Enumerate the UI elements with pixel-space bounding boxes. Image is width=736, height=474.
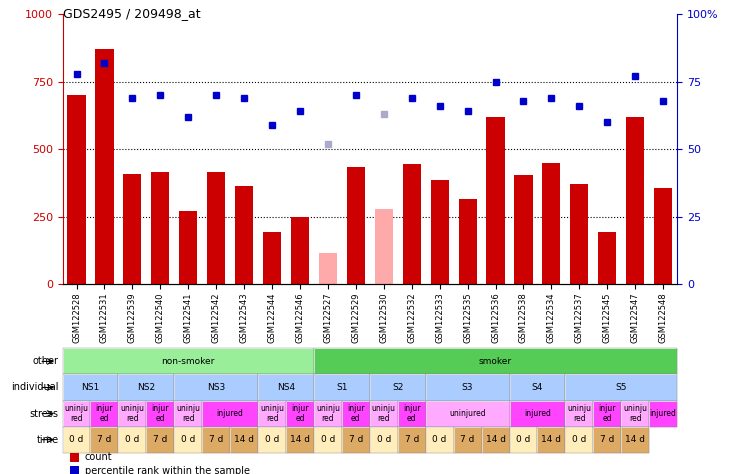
Text: smoker: smoker: [479, 357, 512, 366]
Text: 14 d: 14 d: [625, 435, 645, 444]
Text: injur
ed: injur ed: [598, 404, 616, 423]
Text: uninju
red: uninju red: [176, 404, 200, 423]
Text: uninju
red: uninju red: [121, 404, 144, 423]
Text: 0 d: 0 d: [516, 435, 531, 444]
Text: 14 d: 14 d: [290, 435, 310, 444]
Text: NS3: NS3: [207, 383, 225, 392]
Text: individual: individual: [11, 383, 59, 392]
Text: injured: injured: [216, 409, 244, 418]
Text: percentile rank within the sample: percentile rank within the sample: [85, 465, 250, 474]
Bar: [124, 173, 141, 284]
Bar: [96, 49, 113, 284]
Text: S2: S2: [392, 383, 403, 392]
Text: other: other: [33, 356, 59, 366]
Text: NS1: NS1: [82, 383, 99, 392]
Text: uninju
red: uninju red: [372, 404, 396, 423]
Bar: [486, 117, 505, 284]
Bar: [207, 172, 225, 284]
Bar: [347, 167, 365, 284]
Bar: [319, 253, 337, 284]
Text: time: time: [37, 435, 59, 445]
Bar: [570, 184, 588, 284]
Text: injur
ed: injur ed: [96, 404, 113, 423]
Text: injur
ed: injur ed: [403, 404, 420, 423]
Text: uninju
red: uninju red: [65, 404, 88, 423]
Text: 7 d: 7 d: [209, 435, 224, 444]
Text: injured: injured: [524, 409, 551, 418]
Text: 7 d: 7 d: [349, 435, 363, 444]
Text: 7 d: 7 d: [461, 435, 475, 444]
Text: 14 d: 14 d: [234, 435, 254, 444]
Bar: [403, 164, 421, 284]
Bar: [263, 232, 281, 284]
Text: stress: stress: [30, 409, 59, 419]
Text: injur
ed: injur ed: [152, 404, 169, 423]
Bar: [431, 181, 449, 284]
Bar: [68, 95, 85, 284]
Text: 0 d: 0 d: [265, 435, 279, 444]
Text: uninju
red: uninju red: [260, 404, 284, 423]
Bar: [375, 209, 393, 284]
Text: S3: S3: [462, 383, 473, 392]
Bar: [626, 117, 644, 284]
Text: count: count: [85, 452, 113, 463]
Text: S1: S1: [336, 383, 347, 392]
Text: non-smoker: non-smoker: [162, 357, 215, 366]
Text: 7 d: 7 d: [405, 435, 419, 444]
Text: NS4: NS4: [277, 383, 295, 392]
Text: 0 d: 0 d: [181, 435, 196, 444]
Text: 14 d: 14 d: [542, 435, 562, 444]
Text: 0 d: 0 d: [321, 435, 335, 444]
Text: 7 d: 7 d: [153, 435, 168, 444]
Text: NS2: NS2: [138, 383, 155, 392]
Text: uninju
red: uninju red: [316, 404, 340, 423]
Bar: [598, 232, 616, 284]
Text: 7 d: 7 d: [97, 435, 112, 444]
Text: injur
ed: injur ed: [347, 404, 364, 423]
Bar: [152, 172, 169, 284]
Text: 0 d: 0 d: [377, 435, 391, 444]
Text: uninjured: uninjured: [449, 409, 486, 418]
Text: 0 d: 0 d: [572, 435, 587, 444]
Text: uninju
red: uninju red: [623, 404, 647, 423]
Bar: [459, 199, 477, 284]
Text: injured: injured: [650, 409, 676, 418]
Text: 0 d: 0 d: [433, 435, 447, 444]
Text: 0 d: 0 d: [125, 435, 140, 444]
Bar: [654, 189, 672, 284]
Text: 7 d: 7 d: [600, 435, 615, 444]
Text: S5: S5: [615, 383, 627, 392]
Text: 0 d: 0 d: [69, 435, 84, 444]
Bar: [291, 217, 309, 284]
Text: S4: S4: [531, 383, 543, 392]
Bar: [179, 211, 197, 284]
Bar: [235, 186, 253, 284]
Bar: [542, 163, 561, 284]
Bar: [514, 175, 533, 284]
Text: uninju
red: uninju red: [567, 404, 591, 423]
Text: injur
ed: injur ed: [291, 404, 309, 423]
Text: GDS2495 / 209498_at: GDS2495 / 209498_at: [63, 7, 200, 20]
Text: 14 d: 14 d: [486, 435, 506, 444]
